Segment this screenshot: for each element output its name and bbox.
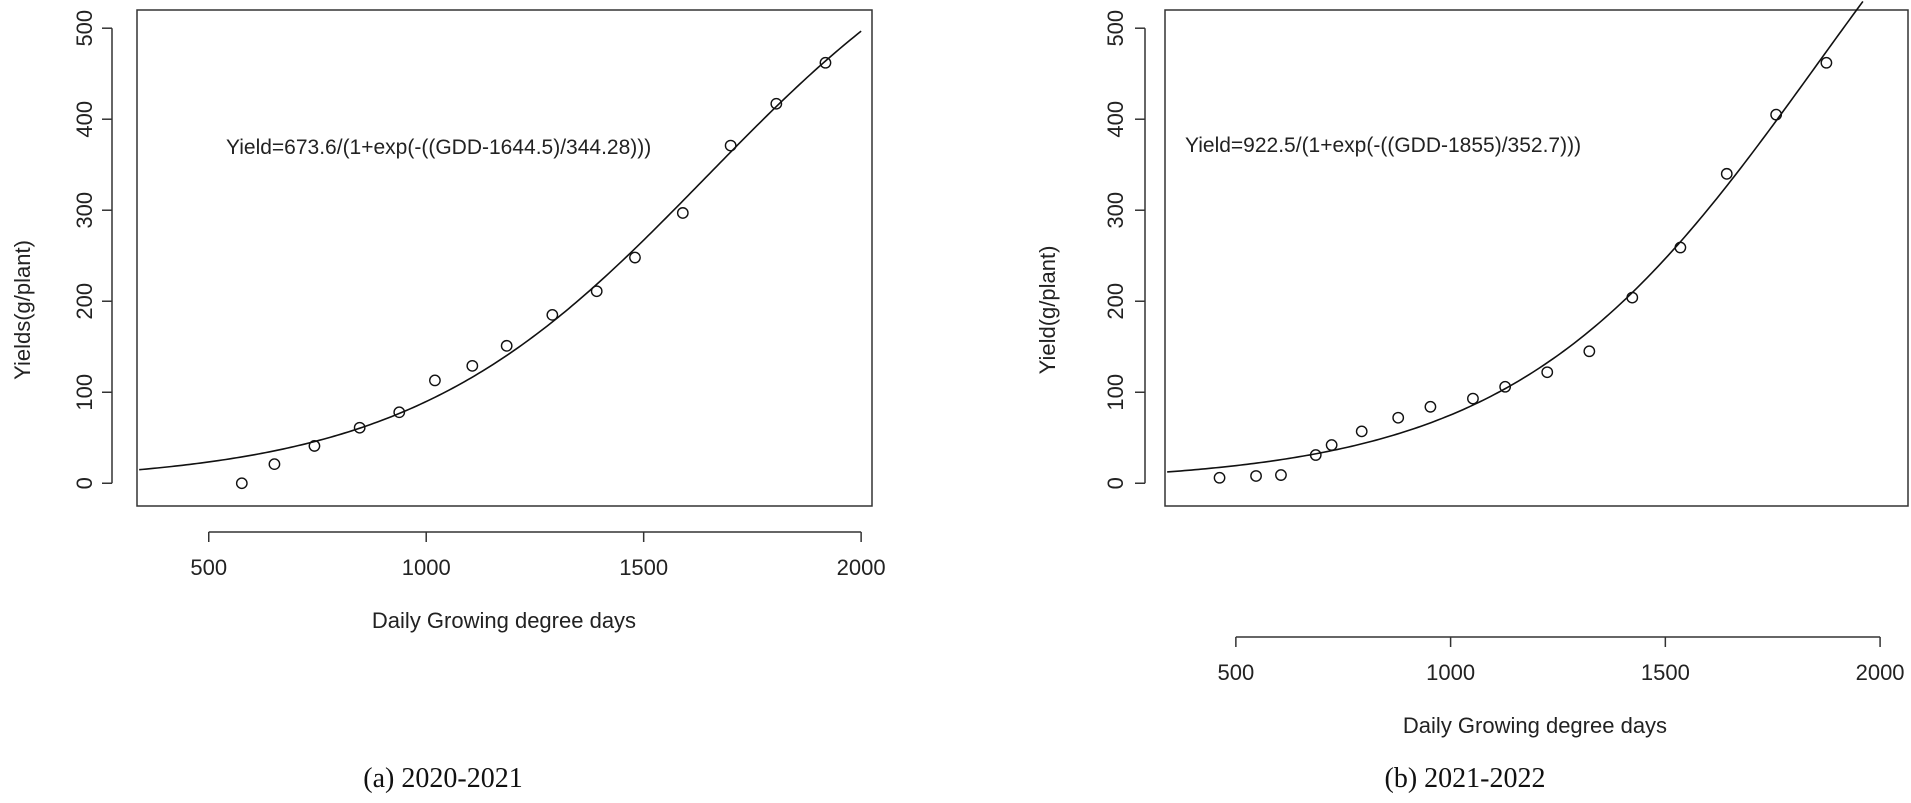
panel-a: 500 1000 1500 2000 0 100 200 300 400 500 Yield=67…: [10, 9, 886, 794]
x-tick-label: 2000: [837, 555, 886, 580]
data-point: [1720, 167, 1733, 180]
fitted-curve: [139, 30, 862, 471]
data-point: [235, 477, 248, 490]
y-tick-label: 0: [72, 477, 97, 489]
fit-equation: Yield=922.5/(1+exp(-((GDD-1855)/352.7))): [1185, 134, 1581, 157]
panel-caption: (b) 2021-2022: [1385, 763, 1546, 794]
data-point: [1355, 425, 1368, 438]
data-point: [500, 339, 513, 352]
panel-caption: (a) 2020-2021: [363, 763, 522, 794]
data-point: [1309, 449, 1322, 461]
data-point: [724, 139, 737, 152]
y-tick-label: 500: [72, 10, 97, 47]
data-point: [1820, 56, 1833, 69]
y-tick-label: 100: [72, 374, 97, 411]
y-tick-label: 300: [72, 192, 97, 229]
x-tick-label: 1500: [1641, 660, 1690, 685]
x-axis-title: Daily Growing degree days: [1403, 713, 1667, 738]
data-point: [1626, 291, 1639, 304]
data-point: [1770, 108, 1783, 121]
data-point: [629, 251, 641, 264]
data-point: [546, 308, 559, 321]
x-tick-label: 2000: [1856, 660, 1905, 685]
data-point: [819, 56, 832, 69]
plot-frame: [136, 9, 873, 507]
y-tick-label: 400: [72, 101, 97, 138]
data-point: [466, 359, 479, 372]
y-tick-label: 200: [72, 283, 97, 320]
data-point: [1499, 380, 1512, 393]
data-point: [1392, 411, 1405, 424]
x-tick-label: 500: [1218, 660, 1255, 685]
data-point: [1674, 241, 1687, 254]
y-axis-title: Yields(g/plant): [10, 240, 35, 380]
x-axis-title: Daily Growing degree days: [372, 608, 636, 633]
data-point: [1467, 392, 1479, 405]
data-point: [1275, 469, 1287, 481]
y-tick-label: 100: [1103, 374, 1128, 411]
data-point: [268, 458, 281, 471]
data-point: [1250, 470, 1262, 482]
panel-b: 500 1000 1500 2000 0 100 200 300 400 500 Yield=92…: [1035, 0, 1909, 794]
x-tick-label: 1000: [402, 555, 451, 580]
x-tick-label: 1500: [619, 555, 668, 580]
data-point: [1325, 439, 1338, 451]
data-point: [308, 440, 321, 452]
data-point: [676, 207, 689, 219]
y-tick-label: 200: [1103, 283, 1128, 320]
fitted-curve: [1167, 0, 1864, 473]
y-tick-label: 0: [1103, 477, 1128, 489]
data-point: [353, 421, 366, 434]
data-point: [1424, 400, 1437, 413]
data-point: [770, 97, 783, 110]
x-tick-label: 1000: [1426, 660, 1475, 685]
data-point: [393, 406, 406, 419]
y-tick-label: 500: [1103, 10, 1128, 47]
data-point: [429, 374, 441, 387]
x-tick-label: 500: [190, 555, 227, 580]
plot-frame: [1164, 9, 1909, 507]
axes-and-marks: 500 1000 1500 2000 0 100 200 300 400 500: [1103, 0, 1905, 685]
y-tick-label: 300: [1103, 192, 1128, 229]
data-point: [1213, 471, 1226, 484]
y-tick-label: 400: [1103, 101, 1128, 138]
y-axis-title: Yield(g/plant): [1035, 246, 1060, 375]
axes-and-marks: 500 1000 1500 2000 0 100 200 300 400 500: [72, 10, 886, 580]
data-point: [1583, 345, 1596, 358]
fit-equation: Yield=673.6/(1+exp(-((GDD-1644.5)/344.28…: [226, 136, 651, 159]
data-point: [590, 285, 603, 298]
data-point: [1541, 366, 1554, 379]
